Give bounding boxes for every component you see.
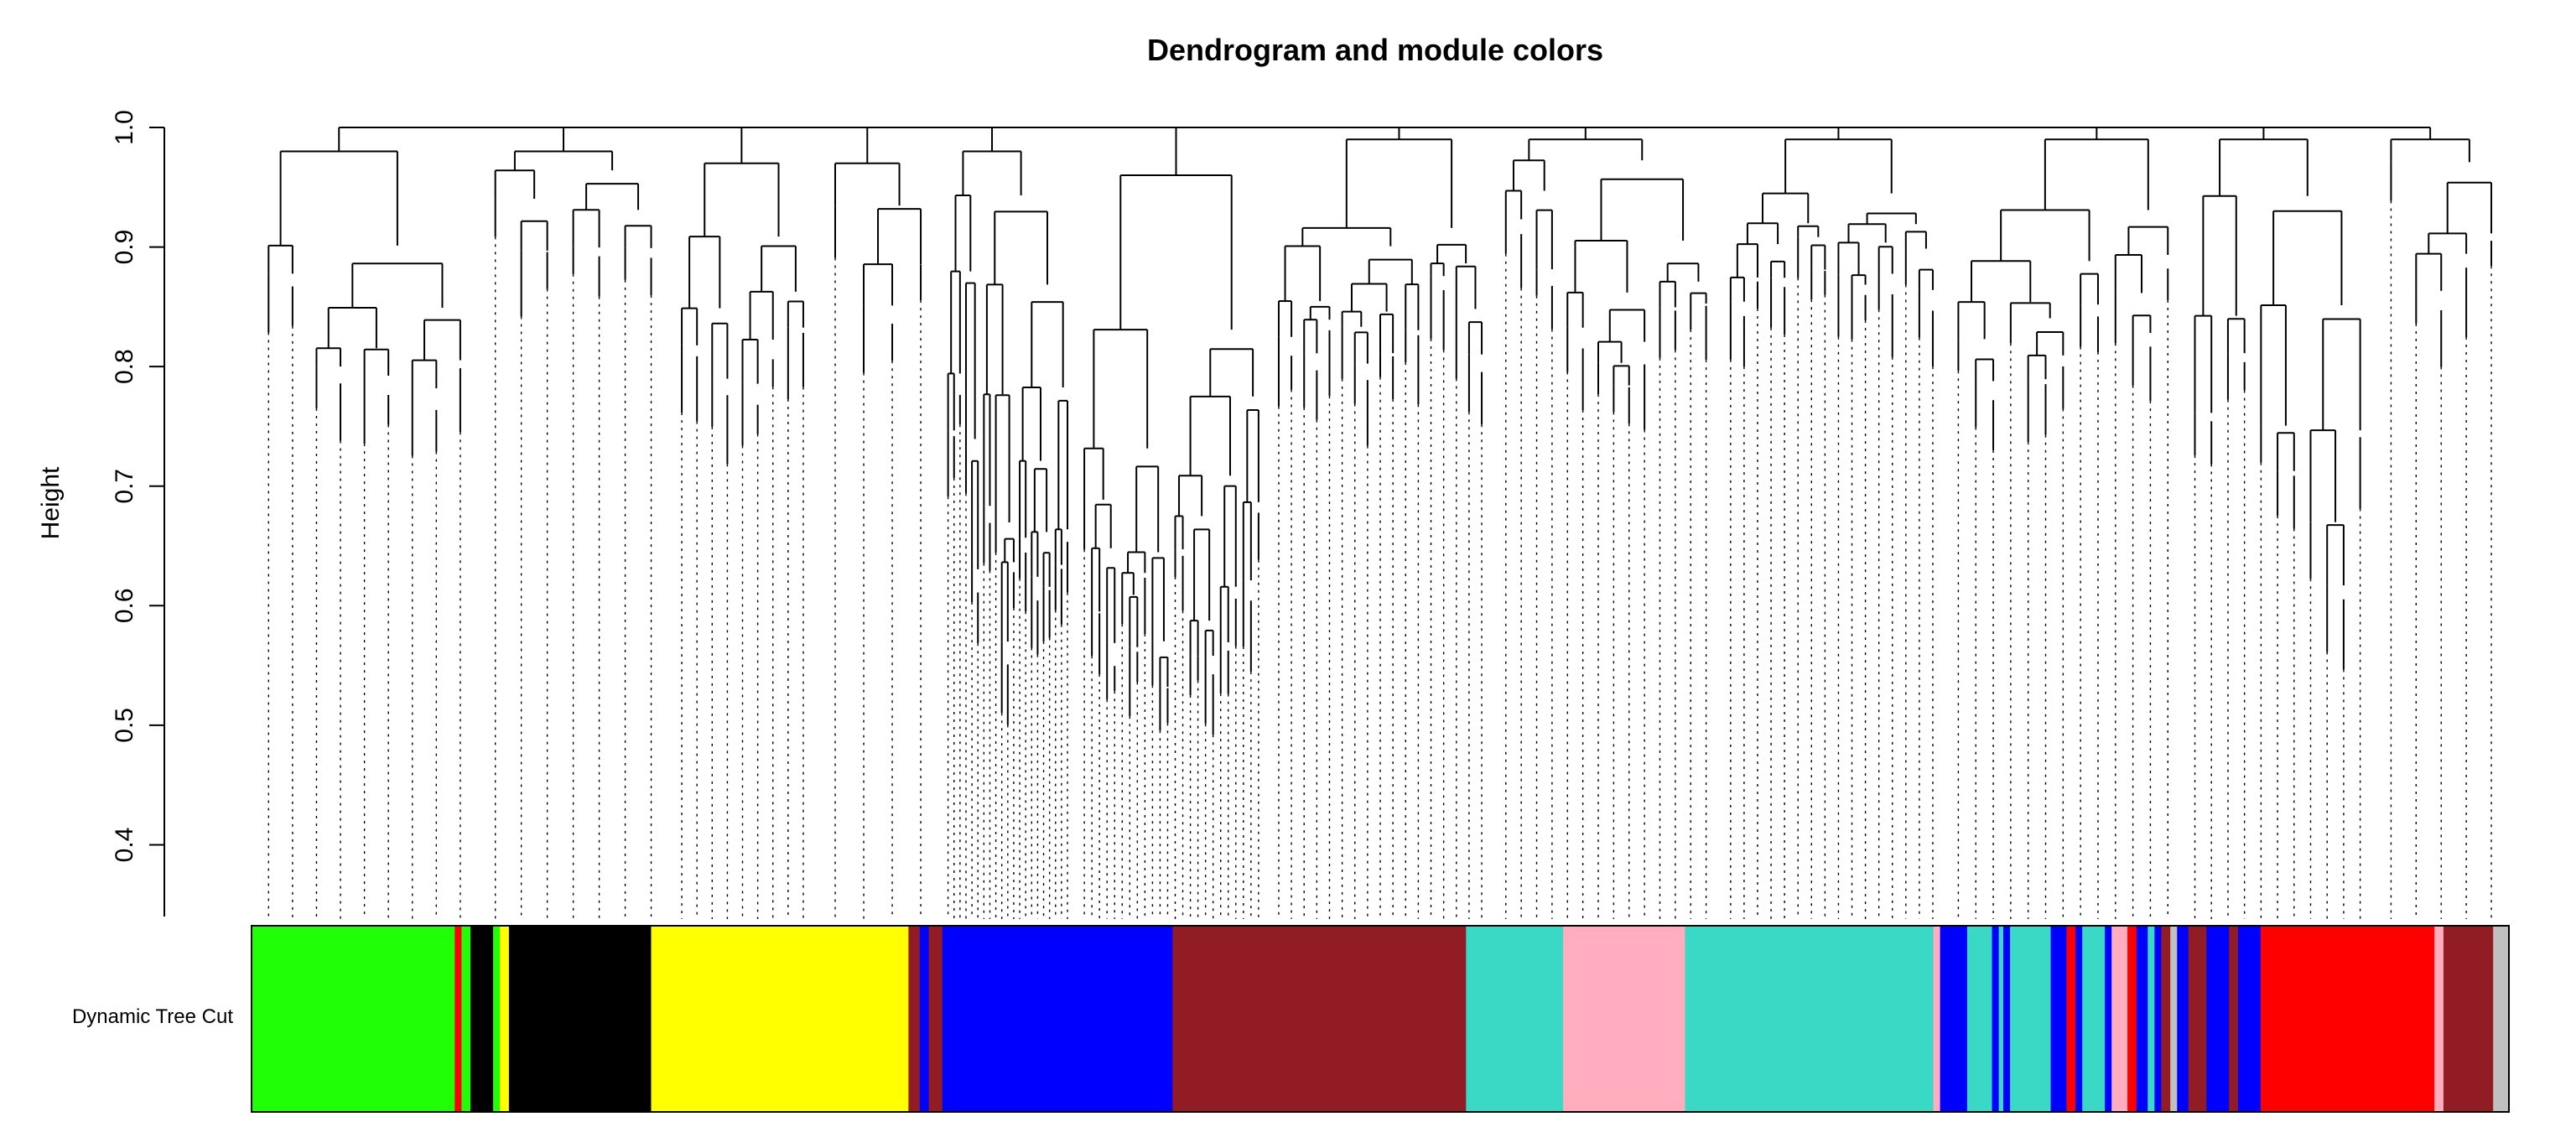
module-color-segment	[2237, 926, 2262, 1112]
module-color-segment	[2010, 926, 2052, 1112]
module-color-segment	[461, 926, 471, 1112]
module-color-segment	[1933, 926, 1941, 1112]
y-axis-label: Height	[37, 466, 65, 539]
module-color-segment	[2127, 926, 2137, 1112]
module-color-segment	[1940, 926, 1968, 1112]
module-color-segment	[454, 926, 462, 1112]
module-color-segment	[1466, 926, 1564, 1112]
module-color-segment	[2154, 926, 2162, 1112]
module-color-segment	[2002, 926, 2011, 1112]
module-color-segment	[2148, 926, 2155, 1112]
module-color-segment	[2493, 926, 2510, 1112]
y-tick-label: 0.9	[111, 230, 138, 265]
module-color-segment	[919, 926, 930, 1112]
module-color-segment	[2434, 926, 2444, 1112]
module-color-segment	[2136, 926, 2148, 1112]
module-color-segment	[1685, 926, 1935, 1112]
module-color-segment	[2260, 926, 2435, 1112]
module-color-segment	[942, 926, 1173, 1112]
module-color-segment	[2206, 926, 2230, 1112]
color-row-label: Dynamic Tree Cut	[72, 1005, 233, 1028]
dendrogram-tree	[267, 127, 2493, 919]
module-color-segment	[928, 926, 943, 1112]
module-color-segment	[1172, 926, 1467, 1112]
module-color-segment	[2082, 926, 2106, 1112]
y-tick-label: 1.0	[111, 110, 138, 145]
module-color-segment	[1992, 926, 2000, 1112]
module-color-segment	[500, 926, 510, 1112]
y-axis: 0.4 0.5 0.6 0.7 0.8 0.9 1.0	[111, 110, 165, 917]
module-color-segment	[2177, 926, 2189, 1112]
module-color-segment	[1966, 926, 1993, 1112]
module-color-segment	[2105, 926, 2112, 1112]
module-color-segment	[2161, 926, 2171, 1112]
module-color-segment	[2229, 926, 2239, 1112]
module-color-segment	[470, 926, 494, 1112]
module-color-segment	[651, 926, 909, 1112]
module-color-segment	[1563, 926, 1685, 1112]
module-color-segment	[493, 926, 501, 1112]
module-color-segment	[252, 926, 455, 1112]
module-color-segment	[1998, 926, 2004, 1112]
module-color-segment	[2066, 926, 2076, 1112]
y-tick-label: 0.7	[111, 469, 138, 504]
module-color-segment	[2050, 926, 2067, 1112]
y-tick-label: 0.4	[111, 828, 138, 863]
y-tick-label: 0.6	[111, 588, 138, 623]
module-color-segment	[508, 926, 652, 1112]
y-tick-label: 0.8	[111, 349, 138, 384]
color-bar-border	[251, 925, 2510, 1113]
module-color-segment	[2170, 926, 2178, 1112]
module-color-segment	[908, 926, 921, 1112]
y-tick-label: 0.5	[111, 708, 138, 743]
module-color-bar	[251, 925, 2510, 1113]
module-color-segment	[2443, 926, 2494, 1112]
chart-title: Dendrogram and module colors	[1147, 33, 1603, 67]
module-color-segment	[2188, 926, 2207, 1112]
module-color-segment	[2075, 926, 2083, 1112]
module-color-segment	[2111, 926, 2128, 1112]
